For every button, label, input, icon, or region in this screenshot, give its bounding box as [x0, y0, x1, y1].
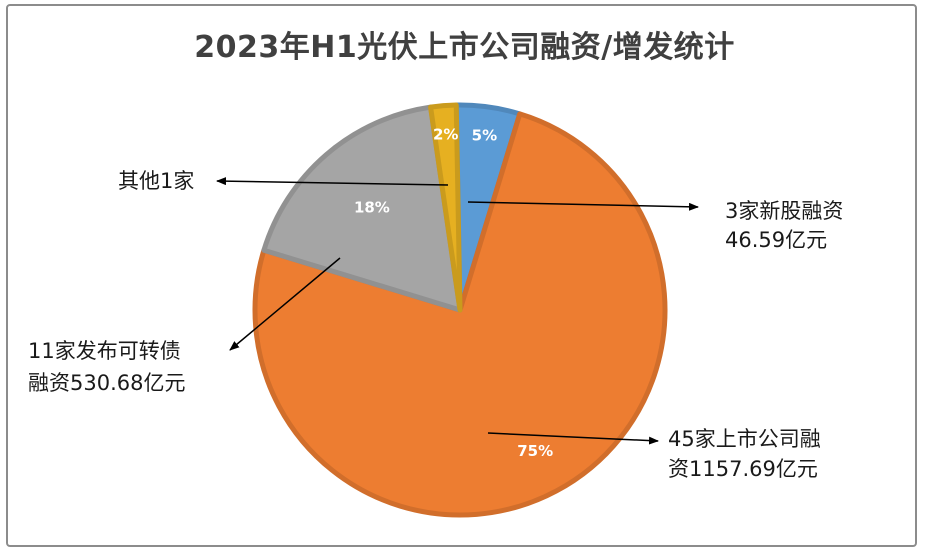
leader-arrow [487, 432, 659, 445]
slice-annotation-label: 45家上市公司融 [668, 427, 821, 451]
pie-slice-2 [252, 111, 668, 518]
slice-percent-label: 75% [517, 442, 553, 460]
slice-annotation-label: 融资530.68亿元 [28, 371, 185, 395]
slice-percent-label: 5% [472, 126, 497, 144]
leader-arrow [216, 177, 449, 186]
slice-annotation-label: 3家新股融资 [725, 199, 843, 223]
slice-annotation-label: 46.59亿元 [725, 228, 827, 252]
slice-annotation-label: 11家发布可转债 [28, 339, 181, 363]
slice-annotation-label: 资1157.69亿元 [668, 457, 818, 481]
leader-arrow [229, 257, 341, 351]
chart-title: 2023年H1光伏上市公司融资/增发统计 [194, 30, 735, 65]
leader-arrow [467, 201, 699, 211]
slice-percent-label: 2% [433, 125, 458, 143]
pie-slice-3 [261, 104, 463, 313]
pie-slice-4 [428, 102, 463, 313]
slice-annotation-label: 其他1家 [118, 169, 194, 193]
slice-percent-label: 18% [354, 198, 390, 216]
